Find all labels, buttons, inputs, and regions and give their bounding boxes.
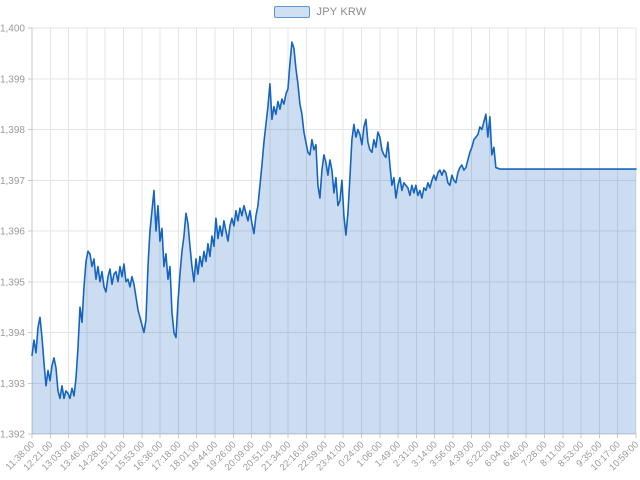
y-tick-label: 1,396 — [0, 227, 25, 238]
legend-swatch-icon — [273, 6, 310, 18]
y-tick-label: 1,394 — [0, 328, 25, 339]
y-tick-label: 1,395 — [0, 277, 25, 288]
y-tick-label: 1,398 — [0, 125, 25, 136]
y-tick-label: 1,400 — [0, 24, 25, 35]
y-tick-label: 1,397 — [0, 176, 25, 187]
legend[interactable]: JPY KRW — [0, 4, 640, 20]
y-tick-label: 1,399 — [0, 74, 25, 85]
y-tick-label: 1,393 — [0, 379, 25, 390]
y-tick-label: 1,392 — [0, 430, 25, 441]
series-line[interactable] — [31, 41, 637, 400]
series-area[interactable] — [32, 42, 636, 435]
legend-label: JPY KRW — [316, 6, 367, 18]
